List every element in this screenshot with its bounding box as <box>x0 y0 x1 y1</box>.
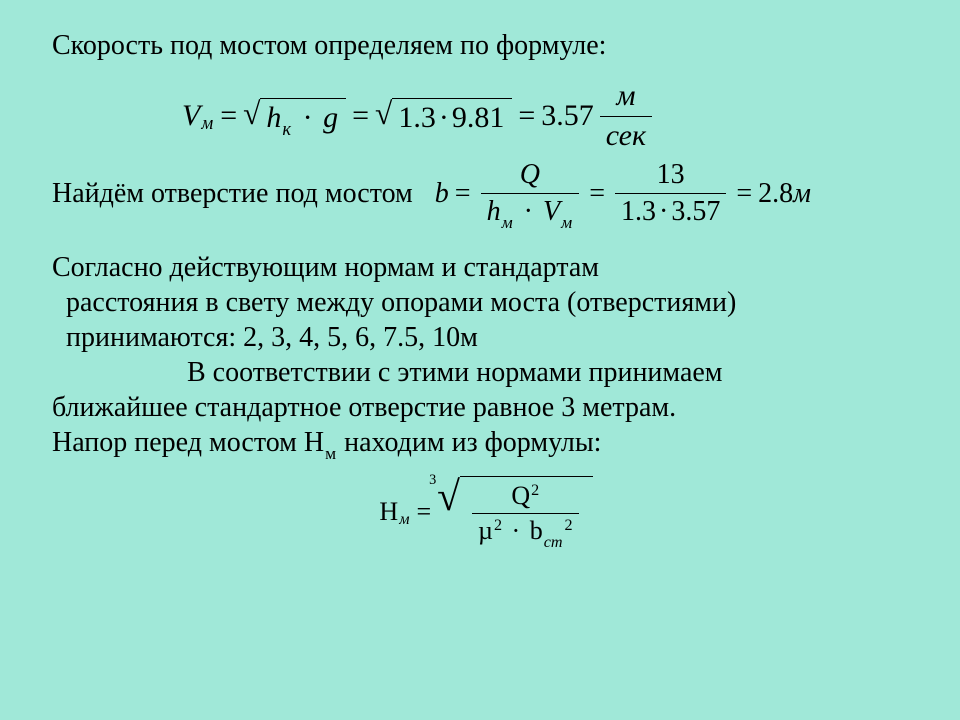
sym-V: V <box>182 99 200 133</box>
num-9p81: 9.81 <box>452 101 505 134</box>
result-357: 3.57 <box>541 99 594 133</box>
unit-m: м <box>793 178 811 210</box>
result-2p8: 2.8 <box>758 178 793 210</box>
slide: Скорость под мостом определяем по формул… <box>0 0 960 720</box>
radicand-2: 1.3·9.81 <box>392 98 512 135</box>
para-line6a: Напор перед мостом Н <box>52 427 324 458</box>
den-mu2b2: µ2 · bст2 <box>472 516 579 546</box>
sqrt-2: √ 1.3·9.81 <box>375 98 512 135</box>
formula-H: Нм = 3 √ Q2 µ2 · bст2 <box>52 476 920 548</box>
cdot: · <box>439 101 449 134</box>
radicand-3: Q2 µ2 · bст2 <box>460 476 593 548</box>
heading: Скорость под мостом определяем по формул… <box>52 28 920 63</box>
equals: = <box>736 178 752 210</box>
radicand-1: hк · g <box>260 98 346 135</box>
sym-H: Н <box>379 497 398 527</box>
row-opening: Найдём отверстие под мостом b = Q hм · V… <box>52 159 920 228</box>
surd-icon: √ <box>375 98 392 130</box>
equals: = <box>416 497 431 527</box>
surd-icon: √ <box>437 478 460 515</box>
sub-m: м <box>201 113 213 135</box>
frac-Qmu: Q2 µ2 · bст2 <box>472 481 579 546</box>
para-line6b: находим из формулы: <box>337 427 601 458</box>
root-index: 3 <box>429 472 436 489</box>
num-1p3: 1.3 <box>398 101 436 134</box>
surd-icon: √ <box>243 98 260 130</box>
text-find-opening: Найдём отверстие под мостом <box>52 176 413 211</box>
cdot: · <box>303 101 313 134</box>
frac-QhV: Q hм · Vм <box>481 159 580 228</box>
sym-g: g <box>323 101 338 134</box>
formula-b: b = Q hм · Vм = 13 1.3·3.57 = 2.8м <box>435 159 811 228</box>
cuberoot: 3 √ Q2 µ2 · bст2 <box>437 476 592 548</box>
num-13: 13 <box>651 159 691 191</box>
formula-velocity: V м = √ hк · g = √ 1.3·9.81 = 3.57 м сек <box>182 77 920 155</box>
para-line4: В соответствии с этими нормами принимаем <box>52 355 920 390</box>
den-hV: hм · Vм <box>481 196 580 228</box>
para-line6-sub: м <box>325 444 336 463</box>
den-numbers: 1.3·3.57 <box>615 196 726 228</box>
frac-bar <box>472 513 579 514</box>
unit-sek: сек <box>600 119 652 154</box>
equals: = <box>352 99 369 133</box>
para-line6: Напор перед мостом Нм находим из формулы… <box>52 425 920 460</box>
equals: = <box>455 178 471 210</box>
unit-m: м <box>610 79 641 114</box>
equals: = <box>589 178 605 210</box>
frac-bar <box>481 193 580 194</box>
frac-numbers: 13 1.3·3.57 <box>615 159 726 228</box>
num-Q: Q <box>514 159 546 191</box>
sub-m: м <box>399 511 409 529</box>
frac-bar <box>600 116 652 117</box>
num-Q2: Q2 <box>505 481 545 511</box>
sym-h: h <box>266 101 281 134</box>
para-line2: расстояния в свету между опорами моста (… <box>52 285 920 320</box>
sqrt-1: √ hк · g <box>243 98 346 135</box>
equals: = <box>518 99 535 133</box>
frac-bar <box>615 193 726 194</box>
equals: = <box>220 99 237 133</box>
sym-b: b <box>435 178 449 210</box>
para-line5: ближайшее стандартное отверстие равное 3… <box>52 390 920 425</box>
unit-frac: м сек <box>600 79 652 153</box>
sub-k: к <box>282 119 291 140</box>
para-line3: принимаются: 2, 3, 4, 5, 6, 7.5, 10м <box>52 320 920 355</box>
para-line1: Согласно действующим нормам и стандартам <box>52 250 920 285</box>
